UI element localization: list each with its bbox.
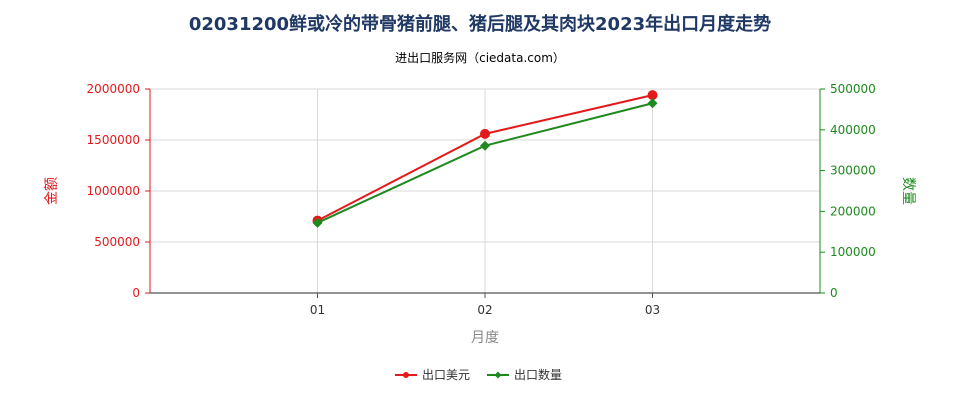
axes: 0 500000 1000000 1500000 2000000 0 100000 20000… [87, 82, 876, 317]
y-right-tick-label: 200000 [830, 204, 876, 218]
legend-swatch-marker [403, 372, 409, 378]
data-point [480, 140, 490, 151]
series [312, 90, 658, 228]
y-left-tick-label: 500000 [94, 235, 140, 249]
x-tick-label: 03 [645, 303, 660, 317]
y-right-tick-label: 400000 [830, 123, 876, 137]
y-axis-right-label: 数量 [900, 177, 916, 205]
x-tick-label: 01 [310, 303, 325, 317]
data-point [312, 217, 323, 228]
grid [149, 88, 821, 294]
y-left-tick-label: 1500000 [87, 133, 140, 147]
y-left-tick-label: 1000000 [87, 184, 140, 198]
legend-label: 出口美元 [422, 368, 470, 382]
y-left-tick-label: 2000000 [87, 82, 140, 96]
legend-label: 出口数量 [514, 367, 562, 382]
legend-swatch-marker [494, 371, 502, 379]
y-right-tick-label: 0 [830, 286, 838, 300]
data-point [647, 90, 658, 101]
x-axis-label: 月度 [471, 330, 499, 346]
chart-subtitle: 进出口服务网（ciedata.com） [395, 50, 565, 65]
x-tick-label: 02 [477, 303, 492, 317]
y-right-tick-label: 100000 [830, 245, 876, 259]
data-point [647, 98, 658, 109]
legend-item[interactable]: 出口数量 [487, 367, 562, 382]
y-right-tick-label: 500000 [830, 82, 876, 96]
y-right-tick-label: 300000 [830, 164, 876, 178]
chart-title: 02031200鲜或冷的带骨猪前腿、猪后腿及其肉块2023年出口月度走势 [189, 13, 771, 35]
y-axis-left-label: 金额 [44, 177, 60, 205]
data-point [480, 128, 490, 139]
y-left-tick-label: 0 [132, 286, 140, 300]
legend[interactable]: 出口美元 出口数量 [395, 367, 562, 382]
legend-item[interactable]: 出口美元 [395, 368, 470, 382]
